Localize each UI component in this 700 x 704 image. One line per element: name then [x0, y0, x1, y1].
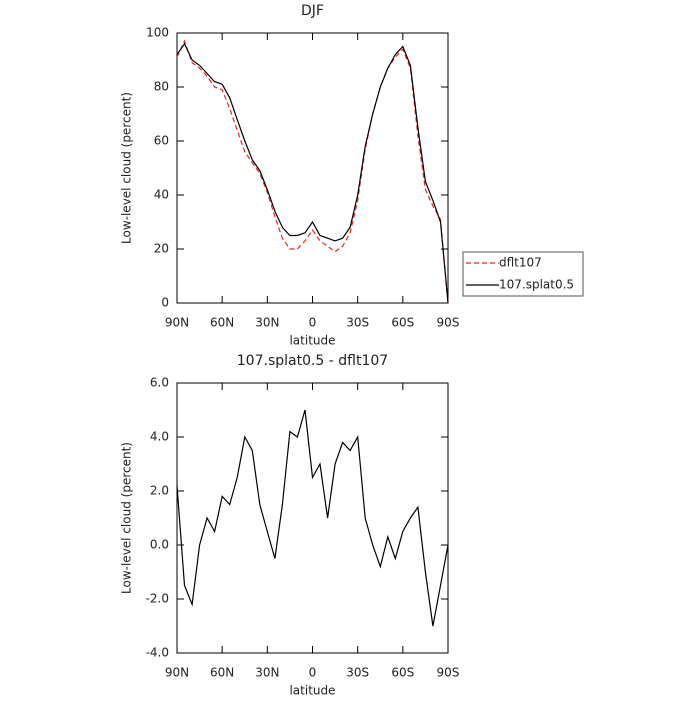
x-tick-label: 60S	[391, 666, 414, 680]
chart-title: DJF	[301, 3, 324, 19]
x-tick-label: 60N	[210, 316, 234, 330]
y-tick-label: 0	[161, 296, 169, 310]
y-tick-label: 6.0	[150, 376, 169, 390]
y-tick-label: 40	[154, 188, 169, 202]
x-tick-label: 60N	[210, 666, 234, 680]
x-tick-label: 30S	[346, 316, 369, 330]
chart-title: 107.splat0.5 - dflt107	[237, 353, 388, 369]
y-tick-label: 0.0	[150, 538, 169, 552]
y-tick-label: 4.0	[150, 430, 169, 444]
x-tick-label: 30S	[346, 666, 369, 680]
y-axis-title: Low-level cloud (percent)	[120, 442, 134, 594]
x-tick-label: 60S	[391, 316, 414, 330]
y-tick-label: -4.0	[146, 646, 169, 660]
x-axis-title: latitude	[289, 334, 335, 348]
data-line	[176, 42, 449, 304]
x-tick-label: 0	[309, 316, 317, 330]
y-tick-label: -2.0	[146, 592, 169, 606]
y-tick-label: 80	[154, 80, 169, 94]
y-tick-label: 2.0	[150, 484, 169, 498]
data-line	[176, 39, 449, 304]
x-tick-label: 0	[309, 666, 317, 680]
x-tick-label: 90N	[165, 316, 189, 330]
data-line	[176, 409, 449, 627]
y-tick-label: 20	[154, 242, 169, 256]
x-tick-label: 90S	[437, 666, 460, 680]
x-tick-label: 90S	[437, 316, 460, 330]
legend-label: 107.splat0.5	[499, 278, 574, 292]
x-tick-label: 90N	[165, 666, 189, 680]
legend-box	[462, 251, 584, 297]
legend-label: dflt107	[499, 256, 542, 270]
plot-frame	[176, 32, 449, 304]
y-axis-title: Low-level cloud (percent)	[120, 92, 134, 244]
x-tick-label: 30N	[255, 316, 279, 330]
x-axis-title: latitude	[289, 684, 335, 698]
y-tick-label: 60	[154, 134, 169, 148]
y-tick-label: 100	[146, 26, 169, 40]
x-tick-label: 30N	[255, 666, 279, 680]
